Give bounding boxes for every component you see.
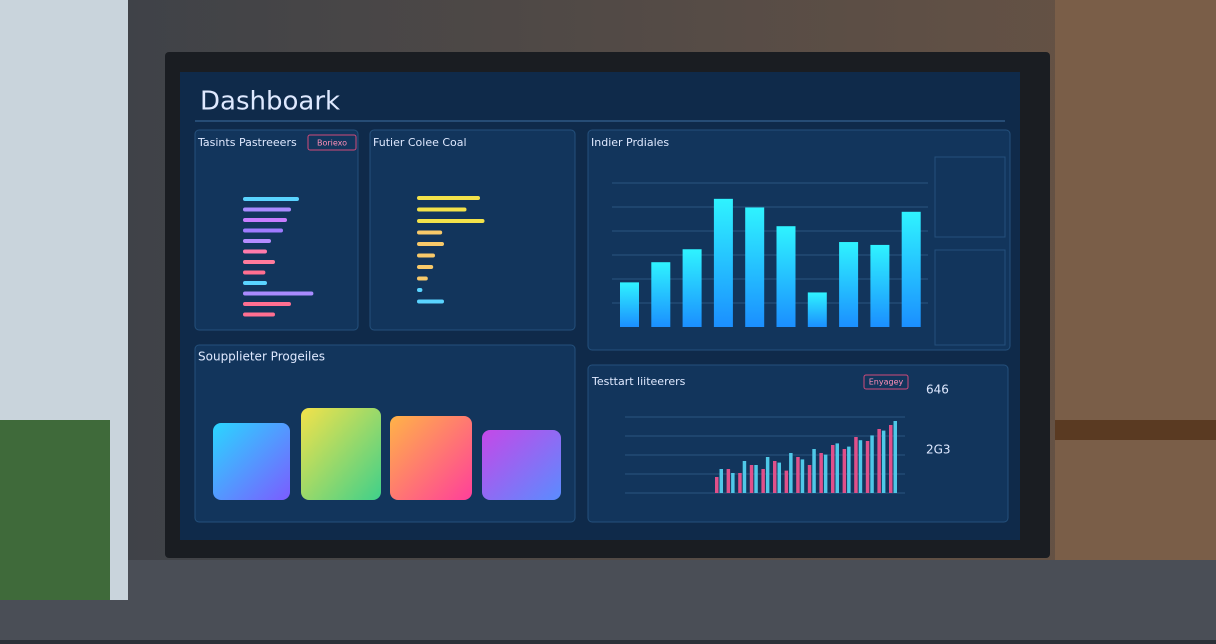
bar xyxy=(417,253,435,258)
panel-title: Tasints Pastreeers xyxy=(197,136,297,149)
bar xyxy=(870,244,890,327)
bar xyxy=(243,270,266,275)
bar xyxy=(243,312,275,317)
badge-text: Boriexo xyxy=(317,139,347,148)
bar xyxy=(682,249,702,327)
metric: 2G3 xyxy=(926,443,951,457)
bar xyxy=(749,465,754,493)
panel-title: Indier Prdiales xyxy=(591,136,669,149)
bar xyxy=(807,292,827,327)
bar xyxy=(417,242,444,246)
room-right xyxy=(1055,0,1216,560)
bar xyxy=(726,469,731,493)
bar xyxy=(243,281,267,285)
bar xyxy=(777,462,781,493)
bar xyxy=(823,454,828,493)
bar xyxy=(893,421,897,493)
bar xyxy=(742,461,747,493)
panel xyxy=(587,364,1009,523)
side-panel xyxy=(934,249,1006,346)
tile xyxy=(390,416,472,500)
panel-title: Soupplieter Progeiles xyxy=(198,350,325,364)
side-panel xyxy=(934,156,1006,238)
bar xyxy=(870,435,874,493)
bar xyxy=(417,299,444,304)
bar xyxy=(417,230,443,235)
tile xyxy=(213,423,290,500)
bar xyxy=(819,453,823,493)
bar xyxy=(738,473,742,493)
bar xyxy=(243,197,299,201)
desk xyxy=(1055,420,1216,440)
title: Dashboark xyxy=(200,87,340,117)
bar xyxy=(417,276,428,281)
panel-title: Testtart liiteerers xyxy=(591,375,686,388)
bar xyxy=(776,226,796,327)
bar xyxy=(831,445,835,493)
panel-title: Futier Colee Coal xyxy=(373,136,467,149)
badge xyxy=(307,134,357,151)
bar xyxy=(865,441,870,493)
bar xyxy=(417,265,434,269)
bar xyxy=(789,453,793,493)
bar xyxy=(800,459,805,493)
bar xyxy=(901,211,921,327)
bar xyxy=(620,282,639,327)
bar xyxy=(842,449,847,493)
bar xyxy=(881,430,886,493)
bar xyxy=(417,207,467,212)
tile xyxy=(482,430,561,500)
bar xyxy=(417,219,485,223)
bar xyxy=(847,446,851,493)
panel xyxy=(369,129,576,331)
metric: 646 xyxy=(926,383,949,397)
bar xyxy=(417,196,480,200)
bar xyxy=(807,465,812,493)
bar xyxy=(784,470,789,493)
bar xyxy=(773,461,777,493)
bar xyxy=(765,457,770,493)
bar xyxy=(243,239,271,243)
bar xyxy=(243,260,275,264)
bar xyxy=(761,469,765,493)
bar xyxy=(243,218,287,222)
badge xyxy=(863,374,909,390)
bar xyxy=(243,207,291,212)
floor xyxy=(0,560,1216,640)
bar xyxy=(839,242,859,327)
bar xyxy=(745,207,765,327)
bar xyxy=(243,302,291,306)
bar xyxy=(854,437,858,493)
bar xyxy=(417,288,423,292)
bar xyxy=(858,440,863,493)
bar xyxy=(243,228,283,233)
bar xyxy=(243,291,314,296)
bar xyxy=(243,249,267,254)
bar xyxy=(754,465,758,493)
bar xyxy=(877,429,881,493)
bar xyxy=(889,425,893,493)
badge-text: Enyagey xyxy=(869,378,904,387)
tile xyxy=(301,408,381,500)
bar xyxy=(719,469,723,493)
bar xyxy=(713,198,733,327)
bar xyxy=(651,262,671,327)
bar xyxy=(796,457,800,493)
bar xyxy=(715,477,719,493)
bar xyxy=(812,449,816,493)
trees xyxy=(0,420,110,600)
bar xyxy=(835,443,839,493)
bar xyxy=(731,473,735,493)
